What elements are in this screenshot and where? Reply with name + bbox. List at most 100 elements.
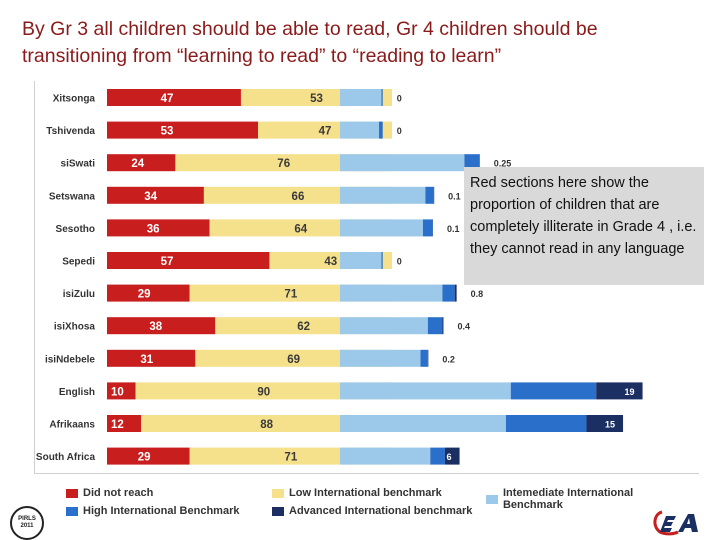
bar-segment [107,284,190,302]
data-label: 0.4 [457,322,470,332]
bar-segment [505,415,587,432]
data-label: 53 [310,93,323,105]
data-label: 76 [277,158,290,170]
data-label: 31 [140,354,153,366]
data-label: 24 [131,158,144,170]
legend-item-advanced: Advanced International benchmark [272,505,472,517]
data-label: 47 [319,126,332,138]
bar-segment [107,186,204,204]
bar-segment [340,317,428,335]
bar-segment [107,219,210,237]
data-label: 0 [397,257,402,267]
bar-segment [479,154,480,172]
category-label: Afrikaans [49,420,95,431]
category-label: English [59,387,95,398]
legend-item-did-not-reach: Did not reach [66,487,153,499]
data-label: 38 [149,321,162,333]
category-label: isiNdebele [45,354,95,365]
bar-segment [107,252,270,269]
slide-title: By Gr 3 all children should be able to r… [22,18,598,67]
legend-label: High International Benchmark [83,505,240,517]
data-label: 64 [294,223,307,235]
category-label: Sepedi [62,257,95,268]
bar-segment [454,284,457,302]
legend-label: Advanced International benchmark [289,505,473,517]
legend-item-intermediate: Intemediate International Benchmark [486,487,696,511]
bar-segment [425,186,434,204]
bar-segment [422,219,433,237]
data-label: 0 [397,94,402,104]
bar-segment [464,154,480,172]
data-label: 53 [161,126,174,138]
bar-segment [340,382,511,400]
category-label: siSwati [61,159,96,170]
bar-segment [340,415,506,432]
data-label: 57 [161,256,174,268]
category-label: Setswana [49,191,96,202]
pirls-logo-year: 2011 [20,523,34,529]
bar-segment [442,317,444,335]
pirls-logo-text: PIRLS [18,516,36,522]
chart-area: Xitsonga 47 53 0 Tshivenda 53 47 0 siSwati 24 76 0.… [34,81,699,474]
data-label: 71 [284,452,297,464]
bar-segment [427,317,443,335]
data-label: 0.1 [448,191,461,201]
data-label: 34 [144,191,157,203]
legend-swatch [272,506,284,516]
bar-segment [107,382,136,400]
data-label: 66 [292,191,305,203]
bar-segment [107,89,241,106]
legend-label: Did not reach [83,487,154,499]
bar-segment [135,382,392,400]
bar-segment [340,252,382,269]
legend-item-low: Low International benchmark [272,487,442,499]
stacked-bar-chart: Xitsonga 47 53 0 Tshivenda 53 47 0 siSwati 24 76 0.… [36,89,643,465]
bar-segment [141,415,392,432]
bar-segment [340,447,431,465]
data-label: 0.2 [442,354,455,364]
bar-segment [107,447,190,465]
bar-segment [107,121,259,139]
data-label: 47 [161,93,174,105]
data-label: 15 [605,420,615,430]
bar-segment [340,89,382,106]
category-label: isiXhosa [54,322,96,333]
data-label: 43 [324,256,337,268]
data-label: 19 [625,387,635,397]
bar-segment [340,121,380,139]
category-label: Xitsonga [53,94,96,105]
bar-segment [381,252,383,269]
bar-segment [430,447,445,465]
bar-segment [420,349,428,367]
annotation-box: Red sections here show the proportion of… [464,167,704,285]
legend-swatch [486,494,498,504]
bar-segment [340,186,426,204]
category-label: isiZulu [63,289,95,300]
data-label: 0.25 [494,159,512,169]
bar-segment [107,154,176,172]
data-label: 62 [297,321,310,333]
category-label: South Africa [36,452,96,463]
bar-segment [444,447,460,465]
data-label: 29 [138,289,151,301]
bar-segment [340,349,421,367]
pirls-logo: PIRLS 2011 [10,506,44,540]
bar-segment [596,382,643,400]
data-label: 90 [257,386,270,398]
data-label: 36 [147,223,160,235]
bar-segment [340,154,465,172]
bar-segment [175,154,392,172]
legend-label: Low International benchmark [289,487,442,499]
bar-segment [510,382,597,400]
category-label: Tshivenda [46,126,95,137]
bar-segment [442,284,455,302]
bar-segment [340,284,443,302]
bar-segment [586,415,624,432]
legend-item-high: High International Benchmark [66,505,239,517]
data-label: 88 [260,419,273,431]
legend-label: Intemediate International Benchmark [502,487,634,511]
bar-segment [107,415,142,432]
data-label: 0 [397,126,402,136]
chart-legend: Did not reach Low International benchmar… [56,485,696,525]
bar-segment [107,317,216,335]
